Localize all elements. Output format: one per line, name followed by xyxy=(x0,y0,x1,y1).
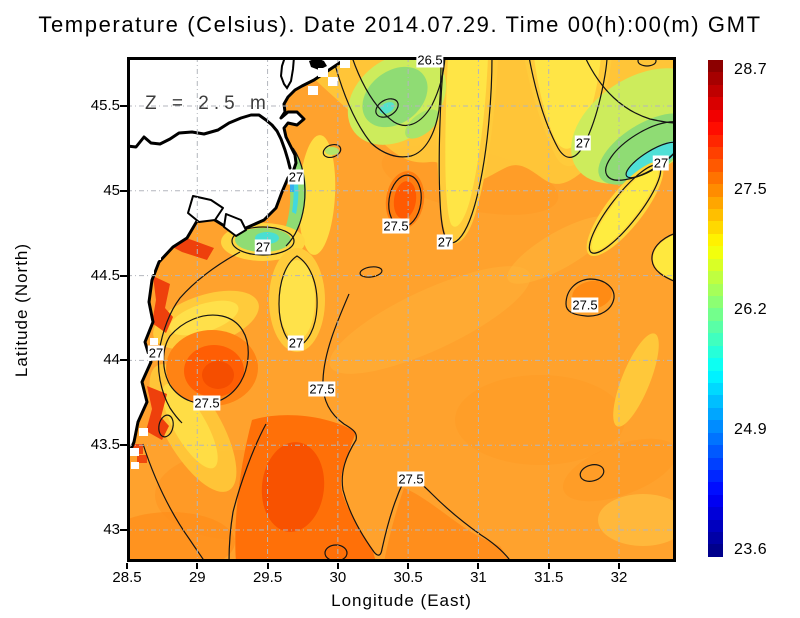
contour-label: 27 xyxy=(652,155,670,171)
colorbar-tick-label: 28.7 xyxy=(734,61,768,78)
coastal-lake xyxy=(309,58,327,70)
contour-label: 27.5 xyxy=(397,471,425,487)
y-tick-label: 45 xyxy=(103,181,120,199)
colorbar-segment xyxy=(708,482,723,495)
x-tick-mark xyxy=(126,563,128,569)
colorbar-segment xyxy=(708,171,723,185)
colorbar-segment xyxy=(708,60,723,73)
colorbar-segment xyxy=(708,395,723,408)
colorbar-segment xyxy=(708,109,723,123)
colorbar-segment xyxy=(708,84,723,98)
x-tick-mark xyxy=(547,563,550,569)
x-tick-label: 29 xyxy=(188,569,206,586)
colorbar-segment xyxy=(708,407,723,421)
colorbar-segment xyxy=(708,333,723,346)
y-tick-mark xyxy=(120,529,127,531)
contour-label: 27 xyxy=(574,135,592,151)
colorbar-segment xyxy=(708,97,723,110)
colorbar-segment xyxy=(708,146,723,160)
colorbar-segment xyxy=(708,296,723,309)
colorbar-tick-label: 27.5 xyxy=(734,181,768,198)
colorbar-segment xyxy=(708,445,723,458)
x-axis-title: Longitude (East) xyxy=(331,591,472,610)
y-axis-title: Latitude (North) xyxy=(12,242,31,378)
x-tick-mark xyxy=(336,563,339,569)
depth-annotation: Z = 2.5 m xyxy=(145,93,271,114)
y-tick-mark xyxy=(120,189,127,192)
colorbar-segment xyxy=(708,320,723,334)
estuary-outline xyxy=(279,57,295,90)
y-tick-mark xyxy=(120,105,127,107)
colorbar-segment xyxy=(708,507,723,520)
contour-label: 27.5 xyxy=(571,297,599,313)
x-tick-mark xyxy=(617,563,620,569)
contour-label: 27.5 xyxy=(308,381,336,397)
colorbar-segment xyxy=(708,519,723,533)
x-tick-mark xyxy=(407,563,410,569)
x-tick-label: 32 xyxy=(610,569,628,586)
colorbar-segment xyxy=(708,382,723,396)
y-tick-label: 44 xyxy=(103,351,120,369)
x-tick-mark xyxy=(266,563,269,569)
y-tick-label: 43 xyxy=(103,521,120,538)
colorbar-segment xyxy=(708,122,723,135)
x-tick-label: 31.5 xyxy=(534,569,564,586)
colorbar-segment xyxy=(708,196,723,210)
colorbar-segment xyxy=(708,221,723,234)
colorbar-segment xyxy=(708,432,723,446)
x-tick-label: 28.5 xyxy=(112,569,142,586)
contour-label: 27 xyxy=(254,239,272,255)
colorbar-segment xyxy=(708,469,723,483)
gridlines xyxy=(127,57,676,562)
y-tick-mark xyxy=(120,444,127,447)
x-tick-label: 30.5 xyxy=(393,569,423,586)
colorbar xyxy=(708,60,723,557)
missing-data-cells xyxy=(130,60,350,469)
danube-river xyxy=(127,113,292,170)
y-tick-label: 45.5 xyxy=(90,97,120,114)
colorbar-segment xyxy=(708,184,723,197)
colorbar-segment xyxy=(708,308,723,321)
x-tick-label: 29.5 xyxy=(252,569,283,586)
colorbar-segment xyxy=(708,420,723,433)
colorbar-segment xyxy=(708,544,723,557)
contour-label: 26.5 xyxy=(416,52,444,68)
contour-label: 27 xyxy=(436,234,454,250)
colorbar-segment xyxy=(708,271,723,284)
x-tick-mark xyxy=(196,563,199,569)
colorbar-segment xyxy=(708,233,723,247)
contour-label: 27 xyxy=(147,345,165,361)
contour-label: 27 xyxy=(287,335,305,351)
x-tick-mark xyxy=(477,563,480,569)
colorbar-segment xyxy=(708,159,723,172)
colorbar-segment xyxy=(708,283,723,297)
colorbar-segment xyxy=(708,345,723,359)
contour-label: 27 xyxy=(287,169,305,185)
colorbar-segment xyxy=(708,494,723,508)
colorbar-segment xyxy=(708,209,723,222)
colorbar-segment xyxy=(708,370,723,383)
colorbar-tick-label: 26.2 xyxy=(734,301,768,318)
x-tick-label: 30 xyxy=(329,569,347,586)
colorbar-segment xyxy=(708,134,723,147)
y-tick-mark xyxy=(120,274,127,277)
colorbar-tick-label: 24.9 xyxy=(734,421,768,438)
y-tick-label: 44.5 xyxy=(90,266,120,284)
colorbar-segment xyxy=(708,258,723,272)
plot-frame xyxy=(127,57,676,562)
colorbar-segment xyxy=(708,358,723,371)
colorbar-segment xyxy=(708,457,723,470)
plot-title: Temperature (Celsius). Date 2014.07.29. … xyxy=(38,12,762,37)
colorbar-segment xyxy=(708,72,723,85)
colorbar-segment xyxy=(708,246,723,259)
y-tick-mark xyxy=(120,359,127,362)
lagoons xyxy=(187,195,247,237)
contour-label: 27.5 xyxy=(193,395,221,411)
y-tick-label: 43.5 xyxy=(90,436,120,454)
colorbar-tick-label: 23.6 xyxy=(734,541,768,558)
colorbar-segment xyxy=(708,532,723,545)
x-tick-label: 31 xyxy=(470,569,487,586)
contour-label: 27.5 xyxy=(382,218,410,234)
